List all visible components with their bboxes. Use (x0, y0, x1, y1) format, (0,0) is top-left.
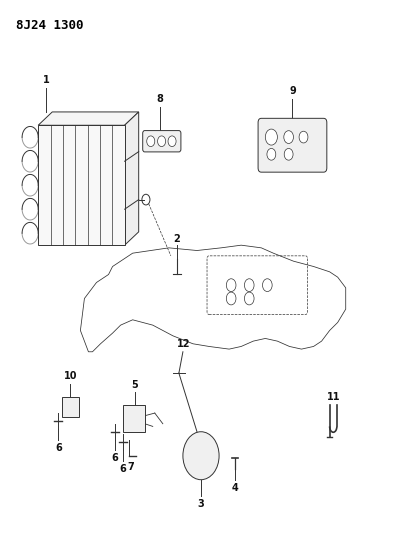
Polygon shape (38, 112, 138, 125)
Circle shape (182, 432, 219, 480)
Text: 12: 12 (176, 339, 190, 349)
Text: 5: 5 (131, 380, 138, 390)
FancyBboxPatch shape (142, 131, 180, 152)
Text: 4: 4 (231, 483, 238, 492)
Text: 6: 6 (119, 464, 126, 474)
Circle shape (266, 148, 275, 160)
Text: 10: 10 (63, 372, 77, 381)
Text: 1: 1 (43, 75, 49, 85)
Text: 8: 8 (156, 94, 163, 104)
FancyBboxPatch shape (257, 118, 326, 172)
Text: 6: 6 (55, 443, 61, 453)
Circle shape (146, 136, 154, 147)
Text: 6: 6 (111, 454, 117, 463)
Circle shape (284, 148, 292, 160)
Polygon shape (124, 112, 138, 245)
Circle shape (168, 136, 176, 147)
Text: 3: 3 (197, 499, 204, 508)
Circle shape (283, 131, 293, 143)
Circle shape (298, 131, 307, 143)
Text: 9: 9 (288, 86, 295, 95)
Bar (61, 397, 79, 417)
Text: 11: 11 (326, 392, 339, 402)
Text: 7: 7 (127, 463, 134, 472)
Circle shape (157, 136, 165, 147)
Circle shape (265, 129, 277, 145)
Bar (38, 125, 124, 245)
Text: 2: 2 (173, 234, 180, 244)
Text: 8J24 1300: 8J24 1300 (16, 19, 83, 31)
Bar (122, 405, 144, 432)
